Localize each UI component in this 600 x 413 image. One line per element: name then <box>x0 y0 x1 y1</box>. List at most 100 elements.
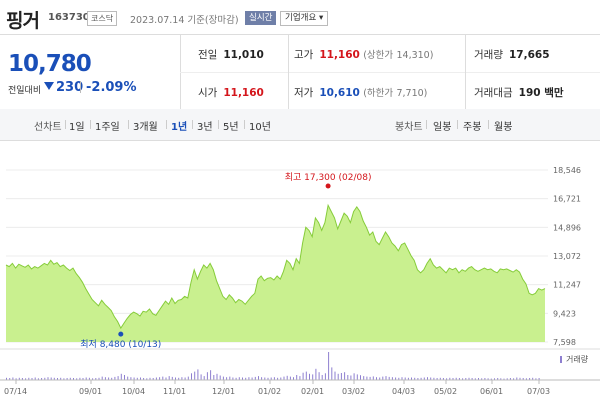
volume-bar <box>293 377 294 380</box>
volume-legend-swatch <box>560 356 562 363</box>
lower-limit-value: 7,710) <box>396 88 428 99</box>
change-value: 230 <box>44 80 83 95</box>
x-tick-label: 03/02 <box>342 387 365 396</box>
volume-bar <box>175 377 176 380</box>
candle-weekly[interactable]: 주봉 <box>463 122 482 133</box>
volume-bar <box>401 377 403 380</box>
y-axis: 18,546 16,721 14,896 13,072 11,247 9,423 7,598 <box>553 166 581 347</box>
divider <box>128 120 129 129</box>
volume-bar <box>50 377 52 380</box>
volume-bar <box>529 378 531 380</box>
divider <box>90 120 91 129</box>
high-point-marker <box>325 183 331 189</box>
volume-bar <box>407 377 409 380</box>
stock-name[interactable]: 핑거 <box>6 10 40 32</box>
x-tick-label: 01/02 <box>258 387 281 396</box>
volume-bar <box>73 378 74 380</box>
volume-bar <box>442 378 444 380</box>
period-10y[interactable]: 10년 <box>249 122 271 133</box>
realtime-button[interactable]: 실시간 <box>245 11 277 25</box>
volume-bar <box>6 377 7 380</box>
volume-bar <box>286 375 288 380</box>
volume-bar <box>34 377 36 380</box>
volume-bar <box>277 377 279 380</box>
volume-bar <box>197 369 199 380</box>
volume-bar <box>522 378 524 380</box>
volume-bar <box>238 377 240 380</box>
volume-bar <box>309 373 310 380</box>
candle-monthly[interactable]: 월봉 <box>494 122 513 133</box>
period-1w[interactable]: 1주일 <box>95 122 120 133</box>
volume-bar <box>283 376 285 380</box>
volume-bar <box>458 378 460 380</box>
volume-bar <box>532 377 534 380</box>
x-axis: 07/14 09/01 10/04 11/01 12/01 01/02 02/01 03/02… <box>4 380 550 396</box>
volume-bar <box>210 370 212 380</box>
amount-value: 190 백만 <box>518 87 564 99</box>
volume-bar <box>509 378 511 380</box>
volume-cell: 거래량 17,665 <box>474 47 550 62</box>
volume-bar <box>25 378 27 380</box>
volume-bar <box>187 376 189 380</box>
volume-bar <box>15 378 17 380</box>
candle-daily[interactable]: 일봉 <box>433 122 452 133</box>
volume-bar <box>216 373 218 380</box>
lower-limit-label: (하한가 <box>363 88 394 99</box>
volume-bar <box>446 378 448 380</box>
volume-bar <box>181 377 183 380</box>
volume-bar <box>124 375 125 380</box>
period-3y[interactable]: 3년 <box>197 122 213 133</box>
volume-bar <box>9 378 11 380</box>
volume-bar <box>248 377 250 380</box>
volume-bar <box>465 378 467 380</box>
low-point-marker <box>118 331 124 337</box>
period-1d[interactable]: 1일 <box>69 122 85 133</box>
down-triangle-icon <box>44 82 54 90</box>
period-5y[interactable]: 5년 <box>223 122 239 133</box>
high-label: 고가 <box>294 49 314 61</box>
volume-bar <box>305 371 307 380</box>
divider <box>244 120 245 129</box>
volume-bar <box>235 377 237 380</box>
volume-bar <box>88 377 90 380</box>
x-tick-label: 07/03 <box>527 387 550 396</box>
volume-bar <box>168 376 170 380</box>
volume-bar <box>171 376 173 380</box>
price-area <box>6 205 545 342</box>
volume-bar <box>261 377 263 380</box>
volume-bar <box>525 378 527 380</box>
price-summary: 10,780 전일대비 230 -2.09% 전일 11,010 고가 11,160… <box>0 34 600 110</box>
volume-bar <box>242 377 243 380</box>
period-1y[interactable]: 1년 <box>171 122 188 133</box>
volume-bar <box>490 378 492 380</box>
volume-bar <box>206 372 208 380</box>
volume-bar <box>267 377 269 380</box>
x-tick-label: 05/02 <box>434 387 457 396</box>
volume-bar <box>245 377 247 380</box>
volume-bar <box>76 378 78 380</box>
volume-bar <box>108 377 110 380</box>
volume-bar <box>98 377 100 380</box>
volume-bar <box>478 378 479 380</box>
divider <box>180 72 600 73</box>
company-overview-button[interactable]: 기업개요 ▾ <box>280 11 329 26</box>
x-tick-label: 06/01 <box>480 387 503 396</box>
divider <box>65 120 66 129</box>
divider <box>465 35 466 109</box>
x-tick-label: 11/01 <box>163 387 186 396</box>
volume-bar <box>420 377 422 380</box>
period-3m[interactable]: 3개월 <box>133 122 158 133</box>
volume-bar <box>47 377 49 380</box>
price-chart[interactable]: 18,546 16,721 14,896 13,072 11,247 9,423 7,598… <box>0 150 600 413</box>
price-line <box>5 203 546 330</box>
divider <box>457 120 458 129</box>
y-tick-label: 18,546 <box>553 166 581 175</box>
x-tick-label: 07/14 <box>4 387 27 396</box>
volume-bar <box>481 378 483 380</box>
amount-cell: 거래대금 190 백만 <box>474 85 564 100</box>
volume-legend: 거래량 <box>566 354 589 364</box>
low-value: 10,610 <box>319 87 360 99</box>
volume-bar <box>95 378 97 380</box>
volume-bar <box>439 377 441 380</box>
volume-bar <box>484 378 486 380</box>
